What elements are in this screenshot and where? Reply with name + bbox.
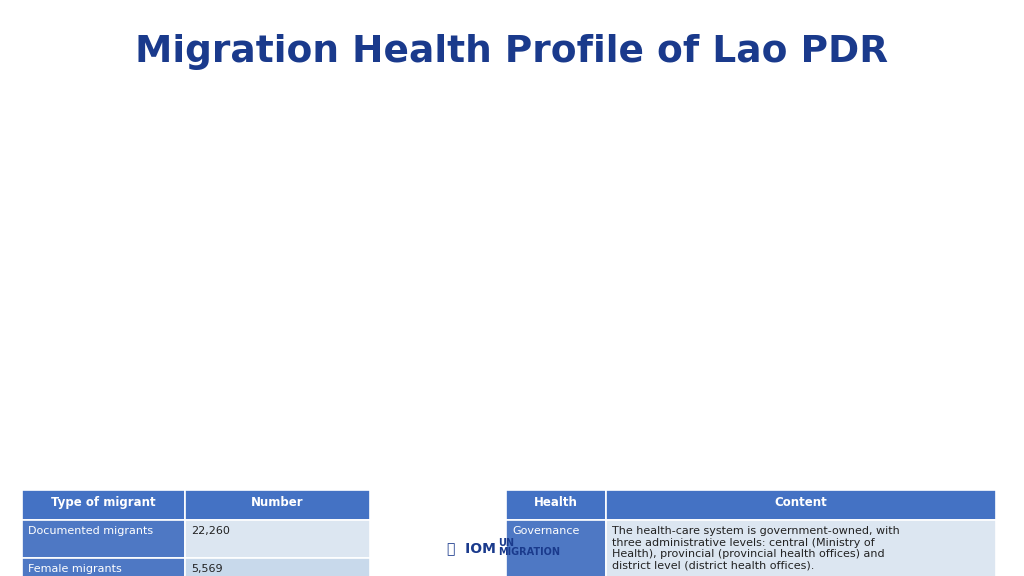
Bar bbox=[185, 558, 370, 576]
Bar bbox=[506, 520, 606, 576]
Text: UN: UN bbox=[498, 538, 514, 548]
Bar bbox=[185, 520, 370, 558]
Bar bbox=[185, 490, 370, 520]
Text: Governance: Governance bbox=[512, 526, 580, 536]
Text: MIGRATION: MIGRATION bbox=[498, 547, 560, 557]
Text: The health-care system is government-owned, with
three administrative levels: ce: The health-care system is government-own… bbox=[612, 526, 900, 571]
Text: Number: Number bbox=[251, 496, 304, 509]
Text: 22,260: 22,260 bbox=[191, 526, 229, 536]
Text: ⓞ  IOM: ⓞ IOM bbox=[447, 541, 496, 555]
Text: Type of migrant: Type of migrant bbox=[51, 496, 156, 509]
Bar bbox=[606, 490, 996, 520]
Text: 5,569: 5,569 bbox=[191, 564, 222, 574]
Bar bbox=[606, 520, 996, 576]
Bar bbox=[22, 520, 185, 558]
Bar bbox=[22, 490, 185, 520]
Text: Female migrants: Female migrants bbox=[28, 564, 122, 574]
Bar bbox=[22, 558, 185, 576]
Bar bbox=[506, 490, 606, 520]
Text: Health: Health bbox=[535, 496, 578, 509]
Text: Documented migrants: Documented migrants bbox=[28, 526, 154, 536]
Text: Content: Content bbox=[774, 496, 827, 509]
Text: Migration Health Profile of Lao PDR: Migration Health Profile of Lao PDR bbox=[135, 34, 889, 70]
